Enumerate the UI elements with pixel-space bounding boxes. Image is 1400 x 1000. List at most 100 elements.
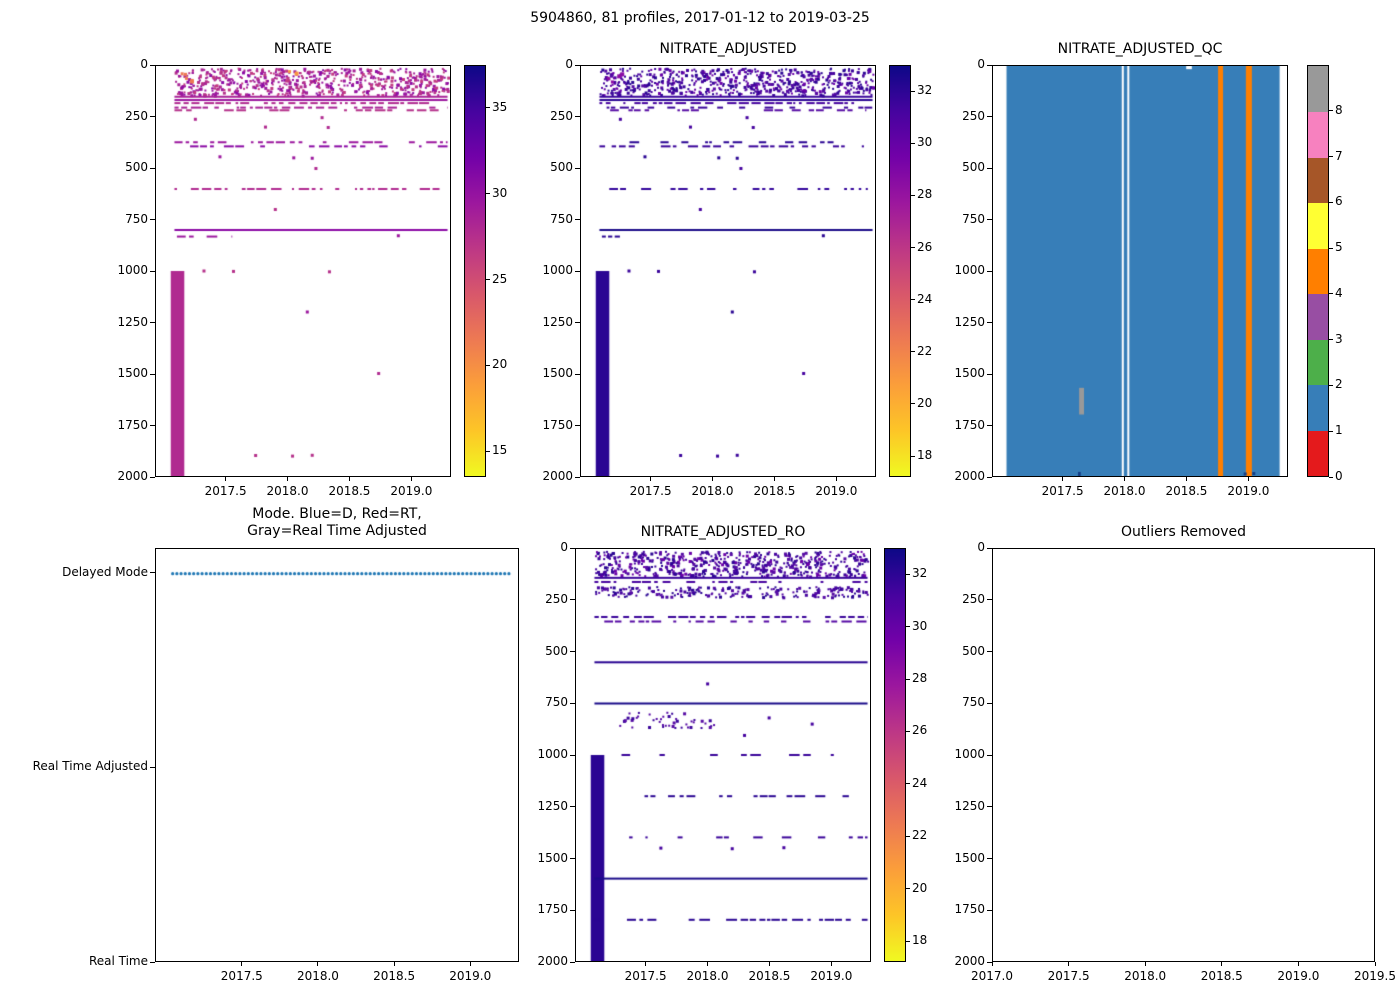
plot-nitrate bbox=[156, 66, 450, 476]
colorbar-tick-label: 30 bbox=[912, 618, 928, 633]
x-tick bbox=[287, 477, 289, 481]
x-tick-label: 2019.0 bbox=[1277, 969, 1320, 983]
colorbar-tick bbox=[1329, 430, 1333, 432]
y-tick-label: 2000 bbox=[954, 469, 985, 483]
colorbar-segment bbox=[1308, 384, 1328, 431]
y-tick-label: 0 bbox=[140, 57, 148, 71]
title-mode: Mode. Blue=D, Red=RT, Gray=Real Time Adj… bbox=[247, 506, 427, 539]
colorbar-tick bbox=[486, 193, 490, 195]
y-tick bbox=[575, 219, 580, 220]
x-tick bbox=[768, 962, 770, 966]
y-tick bbox=[987, 270, 992, 272]
y-tick-label: 250 bbox=[125, 108, 148, 123]
y-tick bbox=[575, 373, 580, 375]
x-tick bbox=[1247, 477, 1249, 481]
y-tick bbox=[987, 599, 992, 601]
axes-outliers-removed bbox=[992, 548, 1375, 962]
colorbar-tick-label: 5 bbox=[1335, 240, 1343, 255]
colorbar-tick bbox=[906, 835, 910, 837]
x-tick bbox=[835, 477, 837, 481]
x-tick bbox=[241, 962, 243, 966]
colorbar-tick bbox=[906, 940, 910, 942]
y-tick-label: 1250 bbox=[537, 798, 568, 813]
y-tick bbox=[575, 476, 580, 478]
x-tick-label: 2019.0 bbox=[449, 969, 492, 983]
y-tick bbox=[987, 961, 992, 963]
y-tick-label: 500 bbox=[550, 160, 573, 174]
y-tick bbox=[575, 270, 580, 272]
y-tick bbox=[570, 909, 575, 911]
y-tick bbox=[150, 219, 155, 220]
x-tick bbox=[773, 477, 775, 481]
plot-mode bbox=[156, 549, 518, 961]
colorbar-tick bbox=[1329, 384, 1333, 386]
colorbar-tick-label: 8 bbox=[1335, 102, 1343, 117]
y-tick-label: 2000 bbox=[954, 954, 985, 968]
colorbar-tick bbox=[1329, 201, 1333, 203]
x-tick-label: 2019.0 bbox=[390, 484, 433, 498]
colorbar-tick-label: 26 bbox=[912, 723, 928, 738]
x-tick-label: 2018.0 bbox=[1103, 484, 1146, 498]
y-tick bbox=[575, 116, 580, 117]
colorbar-segment bbox=[1308, 66, 1328, 113]
x-tick bbox=[712, 477, 714, 481]
y-tick-label: 1500 bbox=[954, 366, 985, 380]
y-tick-label: 500 bbox=[962, 643, 985, 658]
x-tick-label: 2017.5 bbox=[624, 969, 667, 983]
x-tick-label: 2019.0 bbox=[810, 969, 853, 983]
y-tick-label: 1250 bbox=[954, 798, 985, 813]
colorbar-tick-label: 18 bbox=[917, 448, 933, 463]
colorbar-tick bbox=[911, 403, 915, 405]
y-tick bbox=[575, 64, 580, 66]
colorbar-tick bbox=[486, 364, 490, 366]
x-tick bbox=[1068, 962, 1070, 966]
axes-nitrate-adjusted-ro bbox=[575, 548, 871, 962]
x-tick-label: 2017.5 bbox=[1041, 484, 1084, 498]
y-tick bbox=[150, 425, 155, 426]
plot-nitrate-adjusted-ro bbox=[576, 549, 870, 961]
y-tick bbox=[987, 547, 992, 549]
y-tick bbox=[570, 754, 575, 756]
colorbar-segment bbox=[1308, 430, 1328, 476]
colorbar-tick bbox=[911, 299, 915, 301]
colorbar-tick-label: 30 bbox=[917, 135, 933, 150]
colorbar-tick bbox=[486, 450, 490, 452]
y-tick-label: 750 bbox=[962, 211, 985, 226]
y-tick bbox=[987, 167, 992, 169]
y-tick bbox=[150, 766, 155, 768]
y-tick bbox=[987, 754, 992, 756]
colorbar-tick bbox=[911, 142, 915, 144]
colorbar-tick-label: 25 bbox=[492, 271, 508, 286]
plot-nitrate-adjusted-qc bbox=[993, 66, 1287, 476]
y-category-label: Real Time bbox=[88, 954, 148, 968]
y-tick bbox=[150, 476, 155, 478]
y-tick-label: 250 bbox=[962, 591, 985, 606]
colorbar-segment bbox=[1308, 248, 1328, 295]
colorbar-tick-label: 22 bbox=[912, 828, 928, 843]
x-tick bbox=[650, 477, 652, 481]
y-tick-label: 250 bbox=[550, 108, 573, 123]
x-tick bbox=[393, 962, 395, 966]
colorbar-nitrate-adjusted-qc bbox=[1307, 65, 1329, 477]
colorbar-tick-label: 20 bbox=[917, 395, 933, 410]
colorbar-tick-label: 32 bbox=[912, 566, 928, 581]
y-tick-label: 1250 bbox=[117, 314, 148, 329]
colorbar-tick bbox=[906, 783, 910, 785]
x-tick-label: 2018.0 bbox=[1124, 969, 1167, 983]
y-tick-label: 500 bbox=[125, 160, 148, 174]
colorbar-tick-label: 26 bbox=[917, 239, 933, 254]
title-nitrate-adjusted: NITRATE_ADJUSTED bbox=[659, 41, 797, 57]
y-tick-label: 0 bbox=[977, 540, 985, 554]
colorbar-nitrate-adjusted bbox=[889, 65, 911, 477]
colorbar-tick bbox=[911, 351, 915, 353]
y-tick bbox=[987, 219, 992, 220]
y-tick bbox=[987, 116, 992, 117]
y-tick bbox=[987, 322, 992, 323]
y-tick-label: 500 bbox=[962, 160, 985, 174]
x-tick-label: 2018.5 bbox=[1200, 969, 1243, 983]
y-tick-label: 1000 bbox=[954, 747, 985, 761]
x-tick bbox=[645, 962, 647, 966]
y-tick-label: 750 bbox=[550, 211, 573, 226]
colorbar-tick bbox=[1329, 293, 1333, 295]
